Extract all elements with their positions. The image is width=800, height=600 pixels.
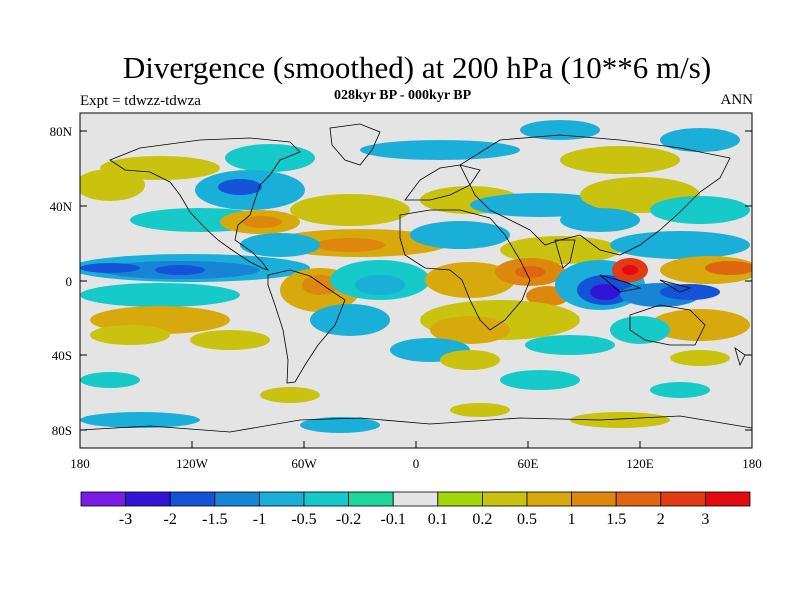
- colorbar-swatch: [392, 491, 439, 507]
- colorbar-swatch: [80, 491, 126, 507]
- y-tick-label: 80S: [52, 423, 72, 438]
- x-tick-label: 120W: [176, 456, 209, 471]
- colorbar-swatch: [214, 491, 260, 507]
- x-tick-label: 180: [742, 456, 762, 471]
- colorbar-labels: -3 -2 -1.5 -1 -0.5 -0.2 -0.1 0.1 0.2 0.5 1 1.5 2 3: [119, 511, 709, 528]
- colorbar-label: -2: [164, 511, 177, 528]
- y-axis: [80, 130, 752, 431]
- colorbar-label: -1: [253, 511, 266, 528]
- y-tick-label: 0: [66, 274, 73, 289]
- coastlines: [80, 123, 752, 433]
- map-title: Divergence (smoothed) at 200 hPa (10**6 …: [122, 50, 712, 85]
- colorbar-label: -0.5: [291, 511, 316, 528]
- season-label: ANN: [720, 92, 754, 108]
- colorbar-label: -1.5: [202, 511, 227, 528]
- colorbar-swatch: [303, 491, 349, 507]
- colorbar-swatch: [526, 491, 572, 507]
- colorbar-swatch: [481, 491, 528, 507]
- colorbar-swatch: [615, 491, 662, 507]
- colorbar-swatch: [437, 491, 483, 507]
- colorbar-swatch: [660, 491, 706, 507]
- x-axis: [79, 441, 753, 448]
- colorbar-label: -3: [119, 511, 132, 528]
- anomaly-field: [80, 120, 752, 433]
- colorbar-label: 0.1: [428, 511, 448, 528]
- y-tick-label: 80N: [50, 124, 73, 139]
- x-tick-label: 120E: [626, 456, 654, 471]
- colorbar-label: 2: [657, 511, 665, 528]
- colorbar-label: -0.2: [336, 511, 361, 528]
- x-tick-label: 180: [70, 456, 90, 471]
- x-tick-label: 60E: [518, 456, 539, 471]
- colorbar-swatch: [705, 491, 751, 507]
- period-label: 028kyr BP - 000kyr BP: [334, 88, 472, 103]
- colorbar-swatch: [571, 491, 617, 507]
- colorbar-swatch: [258, 491, 305, 507]
- colorbar-label: 0.5: [517, 511, 537, 528]
- colorbar-label: 0.2: [472, 511, 492, 528]
- y-tick-label: 40S: [52, 348, 72, 363]
- colorbar-swatch: [125, 491, 171, 507]
- x-tick-label: 0: [413, 456, 420, 471]
- colorbar-label: 1.5: [606, 511, 626, 528]
- colorbar-label: 1: [568, 511, 576, 528]
- colorbar: [80, 491, 751, 507]
- y-tick-label: 40N: [50, 199, 73, 214]
- colorbar-swatch: [348, 491, 394, 507]
- experiment-label: Expt = tdwzz-tdwza: [80, 93, 201, 109]
- x-tick-label: 60W: [291, 456, 317, 471]
- colorbar-label: 3: [701, 511, 709, 528]
- colorbar-swatch: [169, 491, 216, 507]
- colorbar-label: -0.1: [381, 511, 406, 528]
